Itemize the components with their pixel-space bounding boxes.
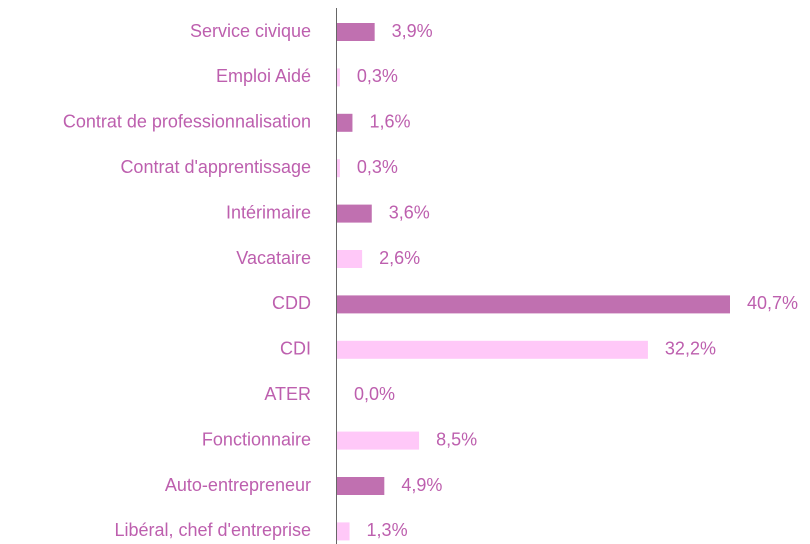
value-label: 0,0% <box>354 384 395 404</box>
value-label: 32,2% <box>665 339 716 359</box>
bar <box>337 250 363 268</box>
value-label: 4,9% <box>401 475 442 495</box>
category-label: Intérimaire <box>226 202 311 222</box>
bar <box>337 204 372 223</box>
value-label: 3,9% <box>392 21 433 41</box>
category-label: Libéral, chef d'entreprise <box>114 520 311 540</box>
category-label: Vacataire <box>236 248 311 268</box>
category-label: Service civique <box>190 21 311 41</box>
bar <box>337 340 648 359</box>
value-label: 2,6% <box>379 248 420 268</box>
bar <box>337 159 340 178</box>
bar <box>337 68 340 87</box>
value-label: 0,3% <box>357 157 398 177</box>
value-label: 3,6% <box>389 202 430 222</box>
bar <box>337 23 375 41</box>
value-label: 8,5% <box>436 429 477 449</box>
value-label: 1,6% <box>369 112 410 132</box>
value-label: 0,3% <box>357 66 398 86</box>
category-label: CDD <box>272 293 311 313</box>
bar <box>337 477 385 495</box>
category-label: Auto-entrepreneur <box>165 475 311 495</box>
bar <box>337 295 730 314</box>
category-label: Contrat d'apprentissage <box>120 157 311 177</box>
category-label: Fonctionnaire <box>202 429 311 449</box>
bar <box>337 522 350 541</box>
category-label: Emploi Aidé <box>216 66 311 86</box>
category-label: Contrat de professionnalisation <box>63 112 311 132</box>
category-label: ATER <box>264 384 311 404</box>
bar <box>337 113 353 132</box>
category-label: CDI <box>280 339 311 359</box>
bar <box>337 431 420 450</box>
value-label: 40,7% <box>747 293 798 313</box>
value-label: 1,3% <box>367 520 408 540</box>
